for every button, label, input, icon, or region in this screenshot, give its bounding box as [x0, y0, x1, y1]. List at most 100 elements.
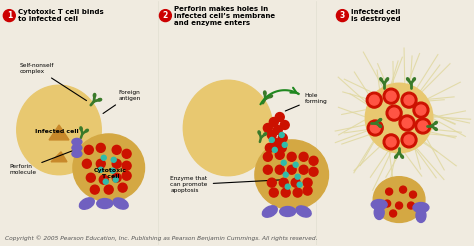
Circle shape [283, 172, 288, 177]
Ellipse shape [280, 207, 296, 216]
Ellipse shape [183, 80, 273, 176]
Circle shape [295, 174, 300, 179]
Ellipse shape [416, 209, 426, 222]
Circle shape [383, 88, 399, 104]
Circle shape [303, 178, 312, 187]
Circle shape [271, 138, 280, 147]
Circle shape [390, 210, 397, 217]
Text: 2: 2 [163, 11, 168, 20]
Ellipse shape [80, 127, 82, 130]
Circle shape [281, 160, 286, 165]
Circle shape [413, 102, 429, 118]
Circle shape [96, 143, 105, 152]
Circle shape [383, 200, 391, 207]
Ellipse shape [85, 129, 88, 132]
Ellipse shape [113, 198, 128, 209]
Circle shape [273, 125, 282, 134]
Circle shape [383, 134, 399, 150]
Circle shape [401, 92, 417, 108]
Circle shape [84, 145, 93, 154]
Circle shape [104, 185, 113, 194]
Polygon shape [49, 125, 69, 140]
Circle shape [103, 179, 108, 184]
Circle shape [303, 186, 312, 195]
Text: Enzyme that
can promote
apoptosis: Enzyme that can promote apoptosis [170, 176, 282, 193]
Circle shape [279, 178, 288, 187]
Circle shape [389, 108, 399, 118]
Circle shape [282, 142, 287, 147]
Circle shape [110, 168, 115, 173]
Circle shape [410, 191, 417, 198]
Circle shape [122, 149, 131, 158]
Circle shape [264, 123, 272, 132]
Circle shape [3, 10, 15, 22]
Circle shape [269, 118, 278, 126]
Circle shape [386, 91, 396, 101]
Circle shape [299, 165, 308, 174]
Ellipse shape [379, 119, 382, 121]
Circle shape [265, 143, 274, 152]
Circle shape [275, 150, 284, 159]
Circle shape [267, 178, 276, 187]
Circle shape [96, 159, 105, 168]
Ellipse shape [380, 78, 383, 81]
Circle shape [112, 159, 121, 168]
Circle shape [98, 167, 103, 172]
Circle shape [269, 188, 278, 197]
Ellipse shape [374, 205, 384, 219]
Circle shape [86, 173, 95, 182]
Circle shape [404, 95, 414, 105]
Circle shape [281, 188, 290, 197]
Ellipse shape [72, 138, 82, 145]
Ellipse shape [434, 128, 438, 130]
Circle shape [267, 130, 276, 139]
Circle shape [111, 157, 116, 162]
Circle shape [279, 132, 284, 138]
Circle shape [277, 143, 286, 152]
Ellipse shape [386, 78, 389, 81]
Circle shape [285, 184, 290, 189]
Circle shape [112, 145, 121, 154]
Text: Perforin
molecule: Perforin molecule [9, 151, 73, 175]
Text: Self-nonself
complex: Self-nonself complex [19, 63, 87, 101]
Circle shape [287, 165, 296, 174]
Circle shape [82, 159, 91, 168]
Ellipse shape [401, 155, 403, 158]
Circle shape [122, 171, 131, 180]
Ellipse shape [263, 206, 277, 217]
Circle shape [278, 133, 287, 142]
Circle shape [264, 165, 272, 174]
Text: 1: 1 [7, 11, 12, 20]
Ellipse shape [73, 134, 145, 201]
Ellipse shape [434, 122, 438, 124]
Ellipse shape [296, 206, 311, 217]
Circle shape [264, 152, 272, 161]
Circle shape [122, 161, 131, 170]
Circle shape [309, 167, 318, 176]
Circle shape [275, 113, 284, 122]
Circle shape [280, 121, 289, 129]
Ellipse shape [258, 131, 260, 134]
Circle shape [275, 165, 284, 174]
Polygon shape [51, 152, 67, 162]
Ellipse shape [413, 202, 429, 213]
Circle shape [416, 105, 426, 115]
Ellipse shape [72, 144, 82, 151]
Text: Infected cell
is destroyed: Infected cell is destroyed [351, 9, 401, 22]
Text: Foreign
antigen: Foreign antigen [103, 90, 141, 113]
Text: Perforin makes holes in
infected cell’s membrane
and enzyme enters: Perforin makes holes in infected cell’s … [174, 6, 275, 26]
Circle shape [91, 185, 99, 194]
Text: Copyright © 2005 Pearson Education, Inc. Publishing as Pearson Benjamin Cummings: Copyright © 2005 Pearson Education, Inc.… [5, 236, 318, 241]
Circle shape [396, 202, 402, 209]
Ellipse shape [80, 198, 94, 209]
Circle shape [399, 115, 415, 131]
Circle shape [309, 156, 318, 165]
Ellipse shape [373, 177, 425, 222]
Circle shape [287, 152, 296, 161]
Circle shape [101, 155, 106, 160]
Text: Hole
forming: Hole forming [285, 93, 328, 111]
Ellipse shape [98, 98, 101, 101]
Circle shape [293, 162, 298, 167]
Ellipse shape [407, 78, 409, 81]
Circle shape [118, 183, 127, 192]
